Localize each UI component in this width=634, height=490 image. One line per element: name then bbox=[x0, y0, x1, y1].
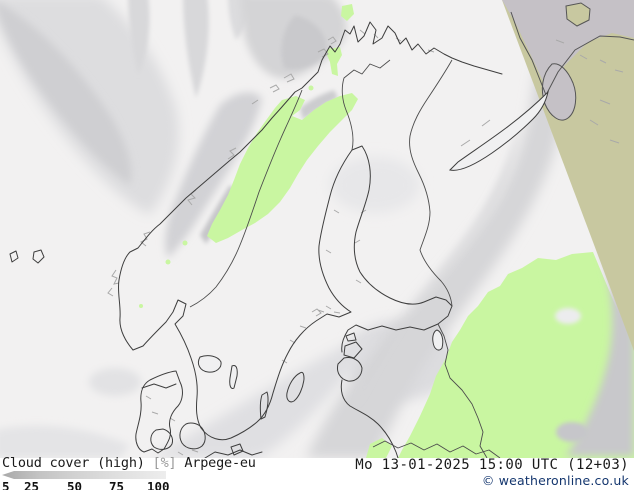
valid-time-label: Mo 13-01-2025 15:00 UTC (12+03) bbox=[355, 457, 629, 473]
coastlines-layer bbox=[9, 21, 503, 458]
gotland-island bbox=[286, 371, 305, 403]
scale-tick-5: 5 bbox=[2, 479, 10, 490]
country-borders-layer bbox=[189, 59, 501, 458]
denmark-zealand bbox=[179, 422, 206, 450]
model-domain-boundary bbox=[502, 0, 634, 351]
copyright-label: © weatheronline.co.uk bbox=[481, 473, 629, 488]
white-sea bbox=[541, 63, 577, 121]
shetland-islands bbox=[9, 249, 45, 264]
finland-coast bbox=[351, 145, 453, 307]
lake-peipus bbox=[432, 329, 444, 351]
lake-vanern bbox=[197, 355, 222, 373]
clear-sky-green-layer bbox=[139, 4, 634, 458]
green-tromso-patch bbox=[327, 47, 342, 76]
denmark-jutland bbox=[135, 370, 183, 454]
green-baltic-finger bbox=[366, 438, 392, 458]
sweden-coast bbox=[132, 149, 353, 441]
denmark-funen bbox=[150, 428, 173, 450]
lake-vattern bbox=[229, 365, 238, 389]
scale-tick-75: 75 bbox=[109, 479, 125, 490]
lakes-layer bbox=[197, 90, 549, 389]
border-baltics-russia bbox=[437, 323, 488, 458]
kandalaksha-gulf bbox=[448, 90, 549, 171]
norway-coast bbox=[117, 21, 503, 351]
green-top-patch bbox=[341, 4, 354, 21]
green-scandes-patch bbox=[207, 93, 358, 243]
out-of-domain-sea bbox=[502, 0, 634, 92]
unit-label: [%] bbox=[152, 455, 177, 471]
baltic-south-coast bbox=[204, 449, 263, 458]
legend-title: Cloud cover (high) [%] Arpege-eu bbox=[2, 455, 256, 471]
archipelago-detail-layer bbox=[107, 29, 624, 456]
scale-tick-50: 50 bbox=[67, 479, 83, 490]
kola-island bbox=[565, 2, 591, 27]
saaremaa-island bbox=[343, 332, 363, 359]
cloud-shading-layer bbox=[0, 0, 563, 458]
scale-tick-100: 100 bbox=[147, 479, 170, 490]
border-latvia-lithuania bbox=[372, 440, 501, 458]
oland-island bbox=[259, 391, 269, 420]
estonia-north-coast bbox=[341, 305, 453, 353]
gulf-of-riga bbox=[337, 357, 363, 382]
model-label: Arpege-eu bbox=[184, 455, 256, 471]
weather-map bbox=[0, 0, 634, 458]
green-southeast-region bbox=[398, 252, 634, 458]
scale-tick-25: 25 bbox=[24, 479, 40, 490]
border-finland-russia bbox=[409, 59, 453, 307]
border-norway-sweden bbox=[189, 89, 303, 308]
latvia-coast bbox=[340, 379, 399, 458]
color-scale-bar bbox=[2, 471, 166, 479]
border-sweden-finland bbox=[341, 59, 391, 151]
out-of-domain-land bbox=[502, 0, 634, 351]
parameter-label: Cloud cover (high) bbox=[2, 455, 145, 471]
